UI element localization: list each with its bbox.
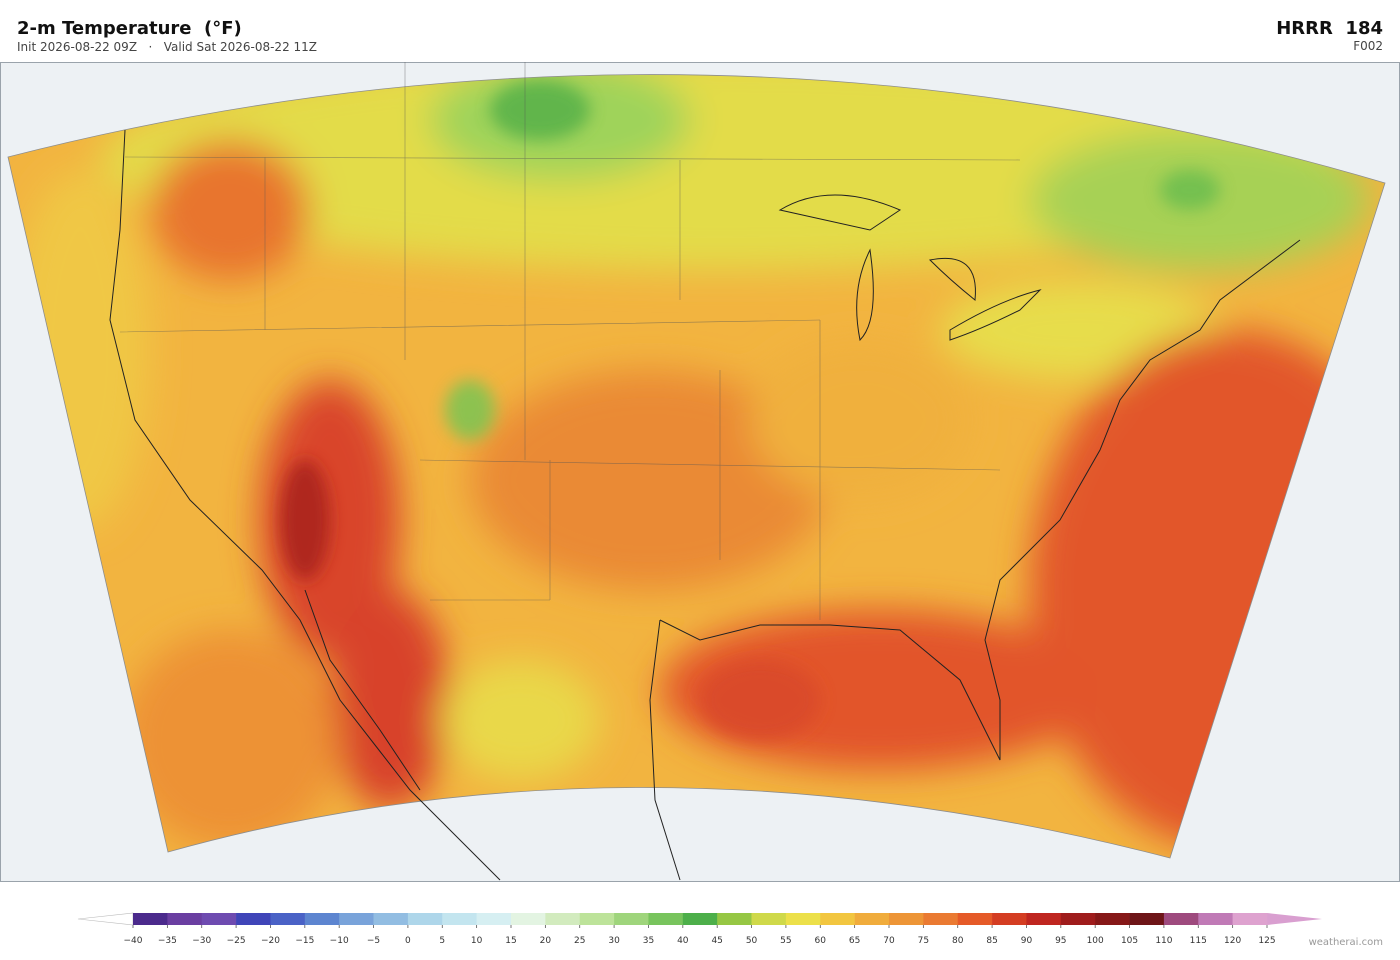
colorbar-tick-label: 90: [1021, 936, 1033, 946]
colorbar-tick-label: 15: [505, 936, 516, 946]
colorbar-bin: [1060, 913, 1096, 925]
colorbar-bin: [992, 913, 1027, 925]
colorbar-tick-label: 20: [540, 936, 552, 946]
borders: [119, 62, 1021, 620]
colorbar-tick-label: 125: [1258, 936, 1275, 946]
colorbar-bin: [1026, 913, 1062, 925]
colorbar-tick-label: 35: [643, 936, 654, 946]
colorbar-tick-label: 0: [405, 936, 411, 946]
colorbar-tick-label: 55: [780, 936, 791, 946]
colorbar-bin: [648, 913, 684, 925]
colorbar-bin: [820, 913, 855, 925]
colorbar-bin: [923, 913, 959, 925]
colorbar-tick-label: 25: [574, 936, 585, 946]
colorbar: −40 −35 −30 −25 −20 −15 −10 −5 0 5 10 15 20 25 30 35 40 4…: [77, 912, 1322, 946]
colorbar-tick-label: 40: [677, 936, 689, 946]
colorbar-bin: [373, 913, 409, 925]
subtitle: Init 2026-08-22 09Z · Valid Sat 2026-08-…: [17, 40, 317, 54]
colorbar-tick-label: 110: [1155, 936, 1172, 946]
colorbar-bin: [476, 913, 512, 925]
colorbar-bin: [236, 913, 271, 925]
colorbar-tick-label: −20: [261, 936, 280, 946]
colorbar-under: [77, 912, 134, 926]
colorbar-tick-label: 80: [952, 936, 964, 946]
colorbar-tick-label: −10: [330, 936, 349, 946]
colorbar-bin: [751, 913, 787, 925]
colorbar-tick-label: −25: [227, 936, 246, 946]
colorbar-bin: [614, 913, 649, 925]
colorbar-bin: [545, 913, 581, 925]
colorbar-bin: [442, 913, 477, 925]
colorbar-bin: [407, 913, 443, 925]
colorbar-tick-label: 105: [1121, 936, 1138, 946]
colorbar-tick-label: −35: [158, 936, 177, 946]
colorbar-tick-label: 95: [1055, 936, 1066, 946]
colorbar-tick-label: 30: [608, 936, 620, 946]
colorbar-bin: [682, 913, 718, 925]
colorbar-tick-label: 115: [1190, 936, 1207, 946]
map: [0, 62, 1400, 882]
colorbar-tick-label: −40: [124, 936, 143, 946]
colorbar-tick-label: 120: [1224, 936, 1241, 946]
forecast-hour: F002: [1353, 39, 1383, 53]
colorbar-bin: [1129, 913, 1165, 925]
colorbar-bin: [579, 913, 615, 925]
colorbar-bin: [201, 913, 237, 925]
colorbar-bin: [511, 913, 546, 925]
colorbar-bin: [854, 913, 890, 925]
colorbar-bin: [1198, 913, 1233, 925]
colorbar-bin: [339, 913, 374, 925]
colorbar-bin: [133, 913, 168, 925]
colorbar-bin: [1163, 913, 1199, 925]
colorbar-bin: [889, 913, 924, 925]
colorbar-over: [1267, 913, 1322, 925]
colorbar-bin: [717, 913, 752, 925]
colorbar-bin: [957, 913, 993, 925]
colorbar-bin: [304, 913, 340, 925]
colorbar-tick-label: 100: [1087, 936, 1104, 946]
coastlines: [109, 129, 1301, 881]
colorbar-tick-label: −15: [295, 936, 314, 946]
colorbar-bin: [785, 913, 821, 925]
colorbar-tick-label: 65: [849, 936, 860, 946]
colorbar-tick-label: −30: [192, 936, 211, 946]
colorbar-tick-label: 70: [883, 936, 895, 946]
colorbar-tick-label: 50: [746, 936, 758, 946]
colorbar-bin: [270, 913, 306, 925]
colorbar-bin: [1095, 913, 1130, 925]
colorbar-bin: [1232, 913, 1268, 925]
title: 2-m Temperature (°F): [17, 18, 242, 39]
colorbar-bin: [167, 913, 203, 925]
temperature-field: [8, 74, 1385, 858]
credit: weatherai.com: [1309, 937, 1383, 948]
colorbar-tick-label: 85: [986, 936, 997, 946]
colorbar-tick-label: 45: [711, 936, 722, 946]
colorbar-tick-label: 5: [439, 936, 445, 946]
colorbar-tick-label: −5: [367, 936, 380, 946]
colorbar-tick-label: 10: [471, 936, 483, 946]
model-label: HRRR 184: [1276, 18, 1383, 39]
colorbar-tick-label: 60: [815, 936, 827, 946]
colorbar-tick-label: 75: [918, 936, 929, 946]
